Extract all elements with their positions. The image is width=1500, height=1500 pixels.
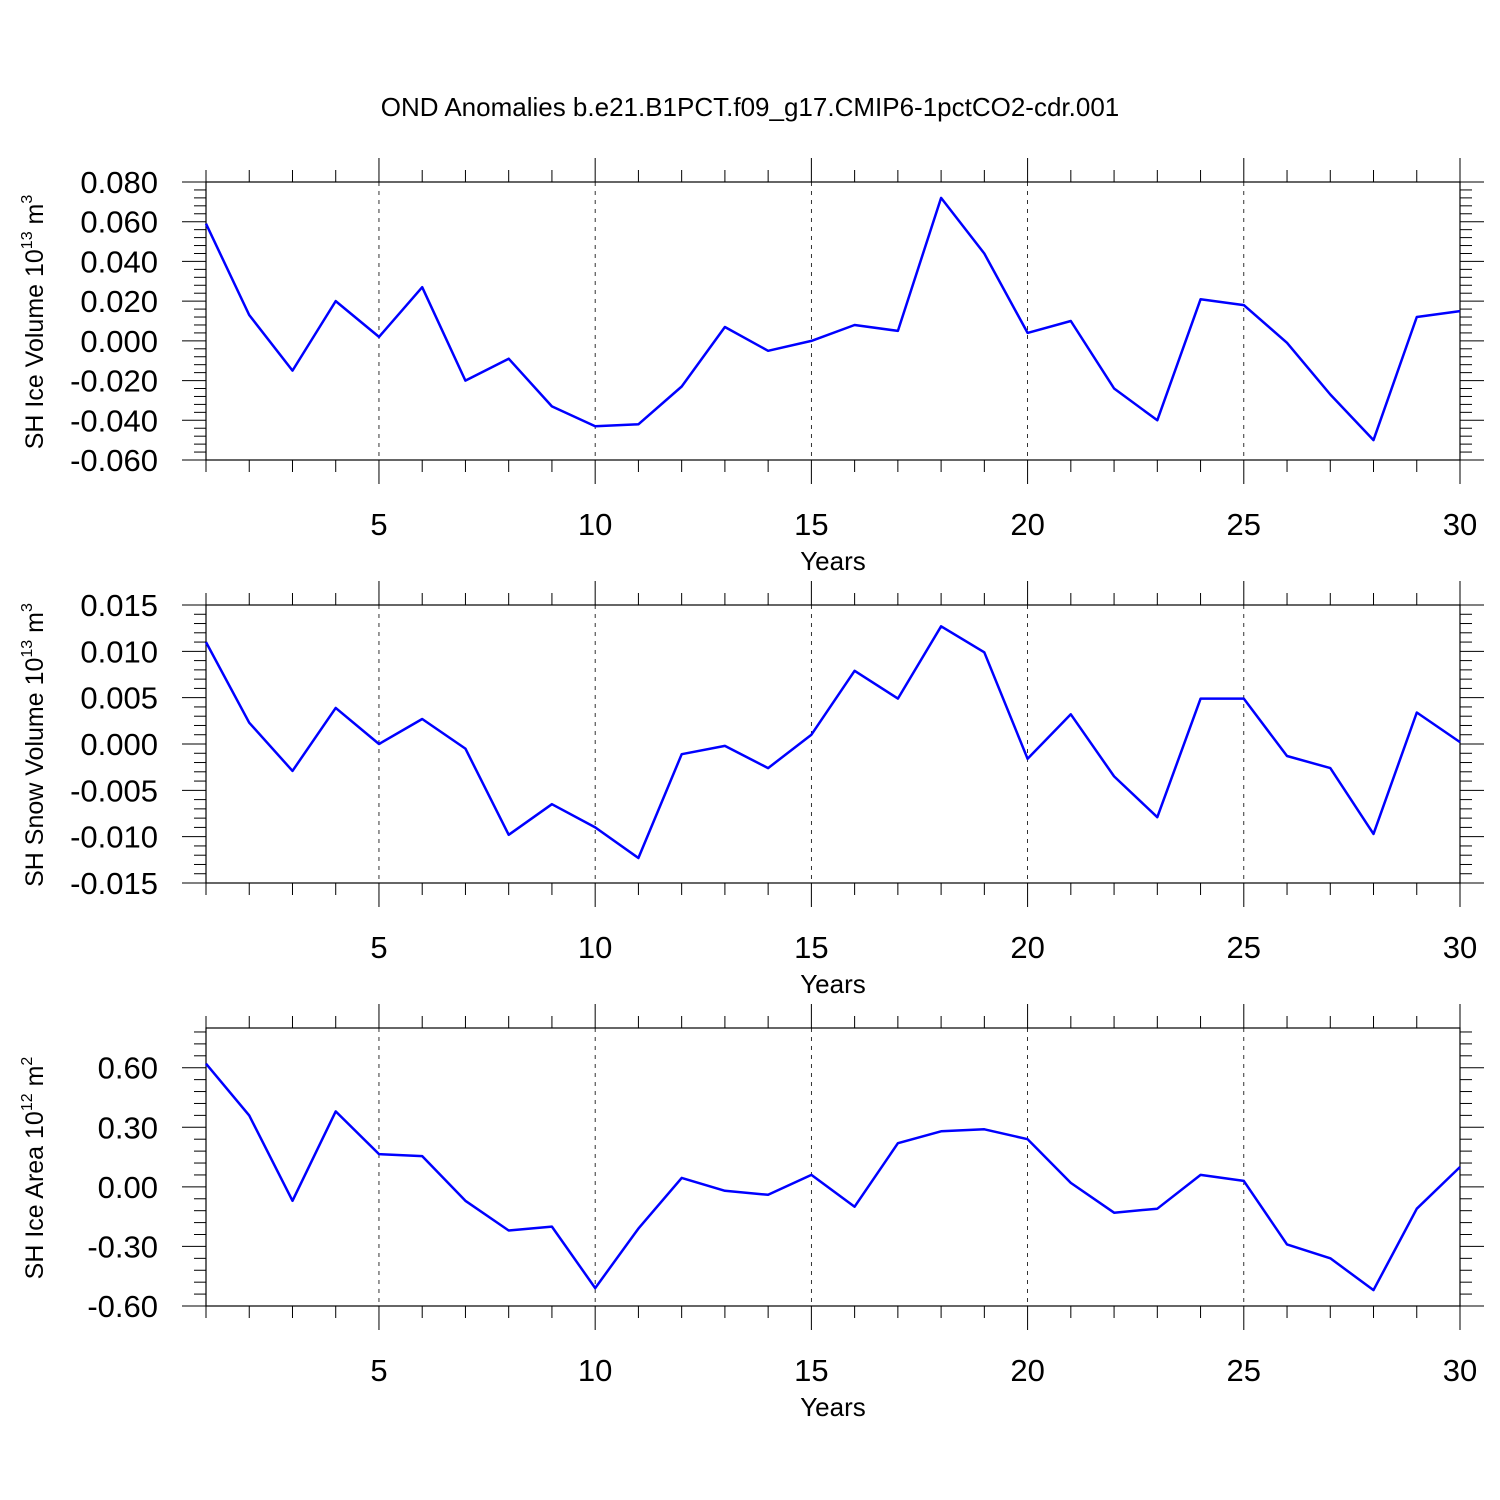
x-axis-label: Years: [800, 969, 866, 999]
y-tick-label: 0.005: [80, 681, 158, 716]
y-tick-label: -0.30: [87, 1229, 158, 1264]
y-tick-label: -0.60: [87, 1289, 158, 1324]
y-tick-label: -0.040: [70, 403, 158, 438]
y-tick-label: 0.00: [98, 1170, 158, 1205]
y-axis-label: SH Snow Volume 1013 m3: [19, 603, 49, 887]
x-axis-label: Years: [800, 546, 866, 576]
series-line: [204, 196, 1461, 442]
y-tick-label: 0.010: [80, 634, 158, 669]
y-tick-label: 0.60: [98, 1051, 158, 1086]
x-tick-label: 15: [794, 1353, 828, 1388]
x-tick-label: 30: [1443, 1353, 1477, 1388]
y-axis-label: SH Ice Volume 1013 m3: [19, 195, 49, 450]
plot-frame: [205, 1027, 1461, 1307]
plot-frame: [205, 604, 1461, 884]
x-tick-label: 25: [1227, 930, 1261, 965]
y-tick-label: 0.000: [80, 727, 158, 762]
x-tick-label: 5: [370, 507, 387, 542]
y-tick-label: -0.060: [70, 443, 158, 478]
x-tick-label: 30: [1443, 507, 1477, 542]
x-tick-label: 10: [578, 507, 612, 542]
y-tick-label: -0.010: [70, 820, 158, 855]
y-tick-label: -0.015: [70, 866, 158, 901]
y-axis-label: SH Ice Area 1012 m2: [19, 1057, 49, 1280]
y-tick-label: 0.060: [80, 205, 158, 240]
x-tick-label: 10: [578, 930, 612, 965]
y-tick-label: 0.30: [98, 1110, 158, 1145]
figure-title: OND Anomalies b.e21.B1PCT.f09_g17.CMIP6-…: [380, 92, 1120, 122]
panel-1: 5 10 15 20 25 30 Years -0.060 -0.040 -0.020 0.000 0…: [19, 158, 1484, 576]
x-axis-label: Years: [800, 1392, 866, 1422]
x-tick-label: 20: [1010, 507, 1044, 542]
series-line: [204, 625, 1461, 860]
y-tick-label: 0.015: [80, 588, 158, 623]
x-tick-label: 5: [370, 930, 387, 965]
y-tick-label: -0.020: [70, 364, 158, 399]
x-tick-label: 30: [1443, 930, 1477, 965]
x-tick-label: 25: [1227, 507, 1261, 542]
x-tick-label: 20: [1010, 1353, 1044, 1388]
panel-2: 5 10 15 20 25 30 Years -0.015 -0.010 -0.005 0.000 0…: [19, 581, 1484, 999]
x-tick-label: 20: [1010, 930, 1044, 965]
x-tick-label: 15: [794, 930, 828, 965]
y-tick-label: 0.080: [80, 165, 158, 200]
plot-frame: [205, 181, 1461, 461]
y-tick-label: 0.000: [80, 324, 158, 359]
x-tick-label: 5: [370, 1353, 387, 1388]
x-tick-label: 10: [578, 1353, 612, 1388]
x-tick-label: 25: [1227, 1353, 1261, 1388]
y-tick-label: 0.020: [80, 284, 158, 319]
y-tick-label: 0.040: [80, 244, 158, 279]
panel-3: 5 10 15 20 25 30 Years -0.60 -0.30 0.00 0.30 0.60 SH…: [19, 1004, 1484, 1422]
y-tick-label: -0.005: [70, 773, 158, 808]
x-tick-label: 15: [794, 507, 828, 542]
series-line: [205, 1062, 1461, 1292]
